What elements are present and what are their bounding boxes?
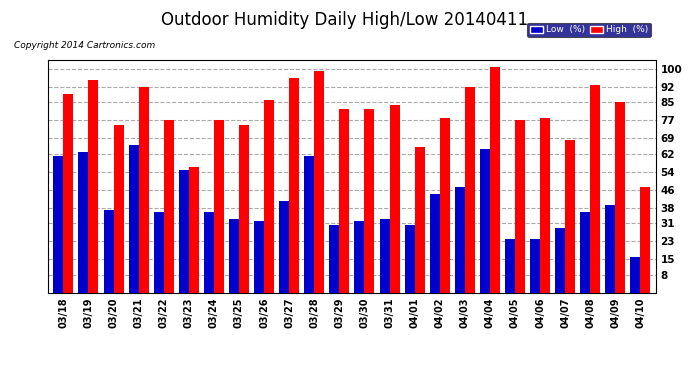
Bar	[289, 78, 299, 292]
Bar	[104, 210, 114, 292]
Bar	[264, 100, 274, 292]
Text: Outdoor Humidity Daily High/Low 20140411: Outdoor Humidity Daily High/Low 20140411	[161, 11, 529, 29]
Bar	[204, 212, 214, 292]
Bar	[515, 120, 525, 292]
Bar	[279, 201, 289, 292]
Bar	[239, 125, 249, 292]
Bar	[214, 120, 224, 292]
Bar	[615, 102, 625, 292]
Bar	[380, 219, 390, 292]
Bar	[164, 120, 174, 292]
Bar	[179, 170, 189, 292]
Text: Copyright 2014 Cartronics.com: Copyright 2014 Cartronics.com	[14, 41, 155, 50]
Bar	[229, 219, 239, 292]
Bar	[88, 80, 99, 292]
Bar	[415, 147, 424, 292]
Legend: Low  (%), High  (%): Low (%), High (%)	[527, 22, 651, 37]
Bar	[555, 228, 565, 292]
Bar	[53, 156, 63, 292]
Bar	[540, 118, 550, 292]
Bar	[355, 221, 364, 292]
Bar	[254, 221, 264, 292]
Bar	[79, 152, 88, 292]
Bar	[490, 67, 500, 292]
Bar	[304, 156, 314, 292]
Bar	[430, 194, 440, 292]
Bar	[189, 167, 199, 292]
Bar	[505, 239, 515, 292]
Bar	[114, 125, 124, 292]
Bar	[404, 225, 415, 292]
Bar	[314, 71, 324, 292]
Bar	[139, 87, 148, 292]
Bar	[154, 212, 164, 292]
Bar	[329, 225, 339, 292]
Bar	[465, 87, 475, 292]
Bar	[390, 105, 400, 292]
Bar	[565, 141, 575, 292]
Bar	[128, 145, 139, 292]
Bar	[440, 118, 450, 292]
Bar	[605, 206, 615, 292]
Bar	[339, 109, 349, 292]
Bar	[631, 257, 640, 292]
Bar	[580, 212, 590, 292]
Bar	[480, 149, 490, 292]
Bar	[364, 109, 375, 292]
Bar	[590, 85, 600, 292]
Bar	[530, 239, 540, 292]
Bar	[455, 188, 465, 292]
Bar	[640, 188, 651, 292]
Bar	[63, 93, 73, 292]
